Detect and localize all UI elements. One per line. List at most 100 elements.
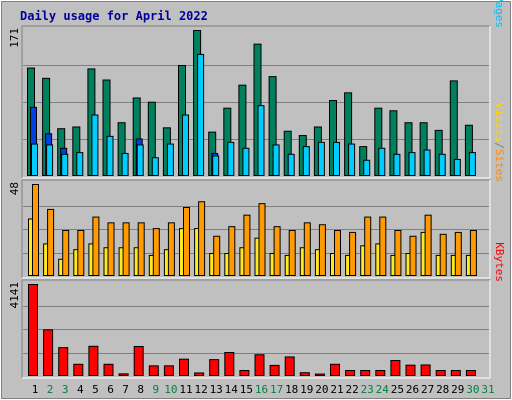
legend-part: Visits xyxy=(493,103,506,143)
x-tick-label-day-14: 14 xyxy=(225,383,239,396)
series-legend-middle: Visits/Sites xyxy=(493,103,506,183)
bar-pages-day-20 xyxy=(317,141,325,176)
bar-kbytes-day-15 xyxy=(239,370,250,376)
bar-kbytes-day-17 xyxy=(269,364,280,376)
panel-top: 171 Hits/Files/Pages xyxy=(8,0,506,179)
bar-pages-day-3 xyxy=(61,153,69,176)
x-tick-label-day-19: 19 xyxy=(300,383,313,396)
x-tick-label-day-23: 23 xyxy=(361,383,374,396)
chart-title: Daily usage for April 2022 xyxy=(20,9,208,23)
x-tick-label-day-22: 22 xyxy=(345,383,358,396)
bar-kbytes-day-3 xyxy=(58,347,69,376)
x-tick-label-day-11: 11 xyxy=(179,383,192,396)
bar-sites-day-5 xyxy=(92,216,100,276)
bar-kbytes-day-11 xyxy=(179,358,189,376)
bar-sites-day-18 xyxy=(288,230,296,276)
bar-pages-day-16 xyxy=(257,105,265,176)
bar-kbytes-day-7 xyxy=(118,373,129,377)
bar-sites-day-11 xyxy=(183,207,190,276)
legend-part: KBytes xyxy=(493,242,506,282)
bar-pages-day-4 xyxy=(76,152,84,176)
legend-part: / xyxy=(493,142,506,149)
chart-panels: 171 Hits/Files/Pages 48 Visits/Sites 4141 KBy… xyxy=(8,0,506,379)
legend-part: Sites xyxy=(493,149,506,182)
bar-sites-day-28 xyxy=(439,233,447,276)
x-tick-label-day-28: 28 xyxy=(436,383,449,396)
bar-pages-day-7 xyxy=(121,152,129,177)
bar-kbytes-day-20 xyxy=(314,373,325,377)
bar-kbytes-day-30 xyxy=(465,370,476,376)
x-tick-label-day-6: 6 xyxy=(107,383,114,396)
bar-kbytes-day-14 xyxy=(224,352,235,377)
x-tick-label-day-27: 27 xyxy=(421,383,434,396)
bar-sites-day-22 xyxy=(349,231,357,277)
x-tick-label-day-4: 4 xyxy=(77,383,84,396)
bar-pages-day-23 xyxy=(363,159,371,176)
bar-kbytes-day-24 xyxy=(375,370,386,376)
series-legend-bottom: KBytes xyxy=(493,242,506,282)
bar-kbytes-day-5 xyxy=(88,345,99,376)
bar-kbytes-day-26 xyxy=(405,364,416,376)
y-max-label-middle: 48 xyxy=(8,182,21,195)
bar-sites-day-13 xyxy=(213,235,221,276)
bar-sites-day-20 xyxy=(318,224,326,276)
bar-kbytes-day-4 xyxy=(73,363,84,377)
x-tick-label-day-17: 17 xyxy=(270,383,283,396)
x-tick-label-day-13: 13 xyxy=(210,383,223,396)
bar-kbytes-day-28 xyxy=(435,370,446,376)
bar-sites-day-2 xyxy=(47,208,55,277)
bar-sites-day-30 xyxy=(469,230,477,276)
x-tick-label-day-18: 18 xyxy=(285,383,298,396)
bar-sites-day-19 xyxy=(303,222,311,276)
bar-pages-day-30 xyxy=(468,152,476,176)
y-max-label-top: 171 xyxy=(8,28,21,48)
bar-sites-day-4 xyxy=(77,230,85,276)
bar-sites-day-14 xyxy=(228,226,236,277)
x-tick-label-day-3: 3 xyxy=(62,383,69,396)
bar-pages-day-12 xyxy=(197,53,205,176)
bar-pages-day-13 xyxy=(212,155,220,177)
series-legend-top: Hits/Files/Pages xyxy=(493,0,506,28)
bar-pages-day-19 xyxy=(302,146,310,176)
x-tick-label-day-30: 30 xyxy=(466,383,479,396)
panel-middle: 48 Visits/Sites xyxy=(8,103,506,279)
x-tick-label-day-5: 5 xyxy=(92,383,99,396)
bar-pages-day-29 xyxy=(453,158,461,177)
bar-sites-day-17 xyxy=(273,226,281,277)
bar-kbytes-day-6 xyxy=(103,363,114,377)
bar-sites-day-27 xyxy=(424,214,432,277)
bar-sites-day-26 xyxy=(409,235,417,276)
x-tick-label-day-8: 8 xyxy=(137,383,144,396)
bar-sites-day-29 xyxy=(454,231,462,277)
bar-kbytes-day-22 xyxy=(345,370,356,376)
bar-kbytes-day-10 xyxy=(163,365,174,376)
bar-sites-day-7 xyxy=(122,222,130,276)
bar-sites-day-6 xyxy=(107,222,115,276)
x-tick-label-day-15: 15 xyxy=(240,383,253,396)
bar-kbytes-day-1 xyxy=(28,284,38,376)
bar-pages-day-14 xyxy=(227,141,235,176)
bar-pages-day-25 xyxy=(393,153,401,176)
x-tick-label-day-26: 26 xyxy=(406,383,419,396)
x-tick-label-day-7: 7 xyxy=(122,383,129,396)
bar-pages-day-10 xyxy=(166,143,174,177)
bar-pages-day-5 xyxy=(91,114,99,176)
x-tick-label-day-10: 10 xyxy=(164,383,177,396)
bar-pages-day-28 xyxy=(438,153,446,176)
bar-sites-day-8 xyxy=(137,222,145,276)
legend-part: Pages xyxy=(493,0,506,28)
x-tick-label-day-1: 1 xyxy=(32,383,39,396)
bar-kbytes-day-29 xyxy=(450,370,461,376)
bar-sites-day-25 xyxy=(394,230,402,276)
bar-pages-day-8 xyxy=(136,144,144,177)
bar-pages-day-26 xyxy=(408,152,416,176)
bar-kbytes-day-8 xyxy=(133,346,144,376)
bar-kbytes-day-9 xyxy=(148,365,159,376)
bar-sites-day-23 xyxy=(364,216,372,276)
bar-sites-day-10 xyxy=(167,222,175,276)
bar-pages-day-9 xyxy=(151,157,159,176)
bar-kbytes-day-16 xyxy=(254,354,265,376)
bar-sites-day-24 xyxy=(379,216,387,276)
